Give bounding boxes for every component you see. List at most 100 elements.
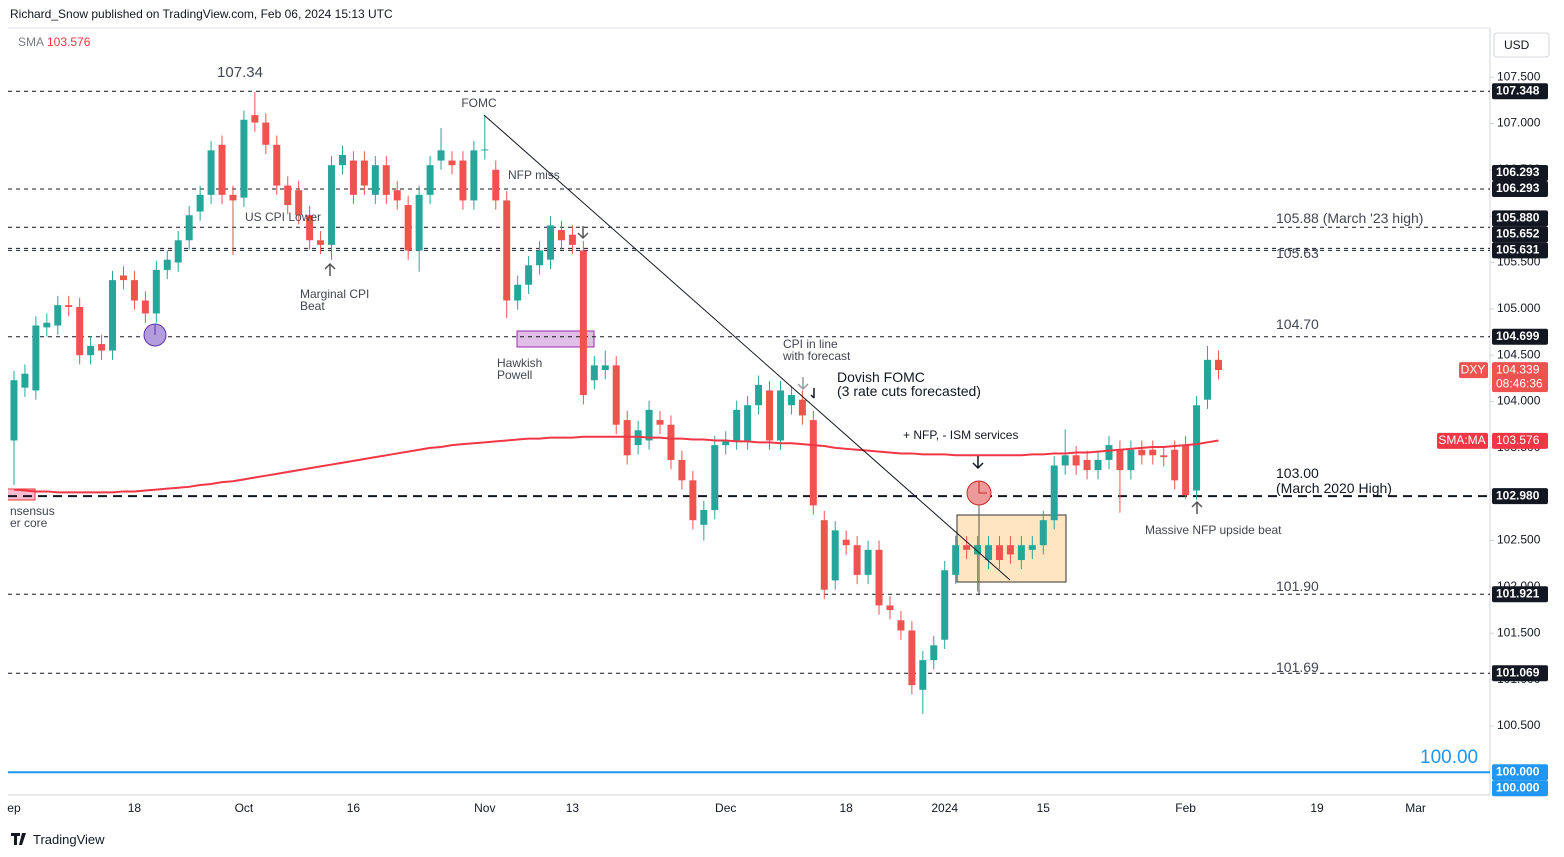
candle-body [382, 165, 390, 195]
candle-body [119, 275, 127, 281]
candle-body [130, 280, 138, 301]
candle-body [700, 509, 708, 525]
candle-body [667, 424, 675, 460]
candle-body [437, 150, 445, 161]
candle-body [536, 250, 544, 266]
candle-body [1214, 359, 1222, 371]
annotation: Marginal CPI [300, 287, 369, 301]
candle-body [1094, 459, 1102, 471]
trend-line [483, 114, 1011, 581]
candle-body [251, 115, 259, 123]
candle-body [306, 215, 314, 241]
event-marker-tick [978, 481, 987, 494]
sma-value: 103.576 [1496, 433, 1540, 447]
sma-value-box [1492, 432, 1548, 449]
level-label: 101.921 [1496, 586, 1540, 600]
annotation: Beat [300, 299, 325, 313]
level-label-box [1492, 226, 1548, 243]
level-label: 105.652 [1496, 227, 1540, 241]
arrow-down [797, 377, 809, 391]
candle-body [766, 390, 774, 441]
candle-body [1171, 449, 1179, 481]
candle-body [1105, 445, 1113, 460]
candle-body [952, 545, 960, 575]
level-label: 107.348 [1496, 83, 1540, 97]
candle-body [32, 325, 40, 391]
candle-body [54, 305, 62, 326]
candle-body [1160, 455, 1168, 458]
plot-area [8, 90, 1490, 774]
candle-body [1204, 359, 1212, 400]
countdown: 08:46:36 [1496, 376, 1543, 390]
base-level-label: 100.000 [1496, 780, 1540, 794]
y-tick-label: 104.000 [1497, 394, 1541, 408]
candle-body [514, 284, 522, 301]
candle-body [196, 194, 204, 212]
candle-body [733, 409, 741, 441]
candle-body [612, 365, 620, 425]
x-tick-label: 16 [347, 801, 361, 815]
candle-body [601, 365, 609, 371]
candle-body [820, 520, 828, 590]
indicator-label: SMA [18, 35, 44, 49]
annotation: Massive NFP upside beat [1145, 523, 1282, 537]
x-tick-label: Mar [1405, 801, 1426, 815]
candle-body [109, 280, 117, 351]
level-label-box [1492, 488, 1548, 505]
candle-body [207, 150, 215, 195]
annotation: 101.90 [1276, 578, 1319, 594]
y-tick-label: 104.500 [1497, 347, 1541, 361]
annotation: Powell [497, 368, 532, 382]
candle-body [645, 409, 653, 441]
candle-body [985, 545, 993, 561]
y-tick-label: 107.000 [1497, 116, 1541, 130]
candle-body [448, 160, 456, 166]
sma-name-box [1437, 432, 1488, 449]
candle-body [864, 549, 872, 575]
candle-body [853, 545, 861, 575]
candle-body [908, 630, 916, 686]
annotation: with forecast [782, 349, 851, 363]
currency-box[interactable] [1493, 32, 1550, 58]
candle-body [273, 144, 281, 186]
candle-body [87, 345, 95, 356]
candle-body [240, 119, 248, 198]
candle-body [284, 185, 292, 206]
candle-body [415, 194, 423, 251]
x-tick-label: 13 [566, 801, 580, 815]
level-label-box [1492, 165, 1548, 182]
arrow-up [1191, 500, 1203, 514]
x-tick-label: 18 [128, 801, 142, 815]
base-level-box [1492, 780, 1548, 797]
level-label-box [1492, 83, 1548, 100]
level-label-box [1492, 242, 1548, 259]
annotation: 101.69 [1276, 659, 1319, 675]
currency[interactable]: USD [1504, 38, 1530, 52]
annotation: (March 2020 High) [1276, 480, 1392, 496]
candle-body [886, 605, 894, 611]
candle-body [1017, 545, 1025, 561]
level-label: 105.880 [1496, 211, 1540, 225]
candle-body [503, 200, 511, 301]
sma-line [13, 435, 1219, 494]
x-tick-label: Dec [715, 801, 736, 815]
candle-body [963, 545, 971, 550]
drawings [143, 114, 1203, 581]
candle-body [174, 240, 182, 263]
candle-body [262, 122, 270, 145]
candle-body [404, 205, 412, 251]
arrow-up [324, 262, 336, 276]
level-label-box [1492, 181, 1548, 198]
candle-body [568, 234, 576, 245]
candle-body [1083, 459, 1091, 471]
arrow-down [810, 388, 815, 399]
y-tick-label: 101.500 [1497, 625, 1541, 639]
y-tick-label: 102.500 [1497, 533, 1541, 547]
candle-body [1149, 449, 1157, 456]
level-label: 104.699 [1496, 329, 1540, 343]
level-label-box [1492, 328, 1548, 345]
candle-body [65, 305, 73, 307]
annotations: 107.34 FOMC NFP miss US CPI Lower Margin… [10, 64, 1478, 768]
candle-body [919, 660, 927, 690]
